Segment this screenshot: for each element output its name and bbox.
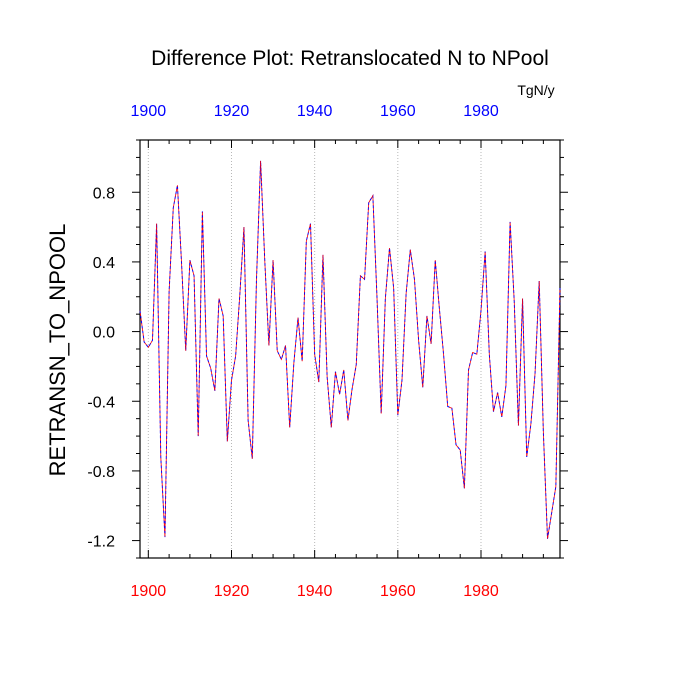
y-axis-label: RETRANSN_TO_NPOOL	[45, 224, 70, 477]
x-tick-label-top: 1900	[131, 103, 167, 120]
x-tick-label-top: 1940	[297, 103, 333, 120]
plot-frame	[139, 139, 561, 559]
x-tick-label-bottom: 1940	[297, 583, 333, 600]
y-tick-label: -1.2	[87, 534, 115, 551]
y-tick-label: -0.8	[87, 464, 115, 481]
chart-title: Difference Plot: Retranslocated N to NPo…	[151, 47, 549, 70]
x-tick-label-top: 1980	[463, 103, 499, 120]
y-tick-label: 0.4	[93, 255, 115, 272]
x-tick-label-bottom: 1980	[463, 583, 499, 600]
x-tick-label-bottom: 1960	[380, 583, 416, 600]
x-tick-label-bottom: 1920	[214, 583, 250, 600]
units-label: TgN/y	[517, 82, 554, 98]
x-tick-label-top: 1920	[214, 103, 250, 120]
y-tick-label: 0.0	[93, 325, 115, 342]
x-tick-label-top: 1960	[380, 103, 416, 120]
series-line-blue	[139, 160, 561, 539]
series-line-red	[139, 160, 561, 539]
y-tick-label: 0.8	[93, 185, 115, 202]
axes: 1900 1900 1920 1920 1940 1940 1960 1960 1980 1980…	[87, 103, 568, 600]
vertical-grid	[147, 140, 482, 558]
y-tick-label: -0.4	[87, 394, 115, 411]
x-tick-label-bottom: 1900	[131, 583, 167, 600]
plot-area	[139, 139, 561, 559]
